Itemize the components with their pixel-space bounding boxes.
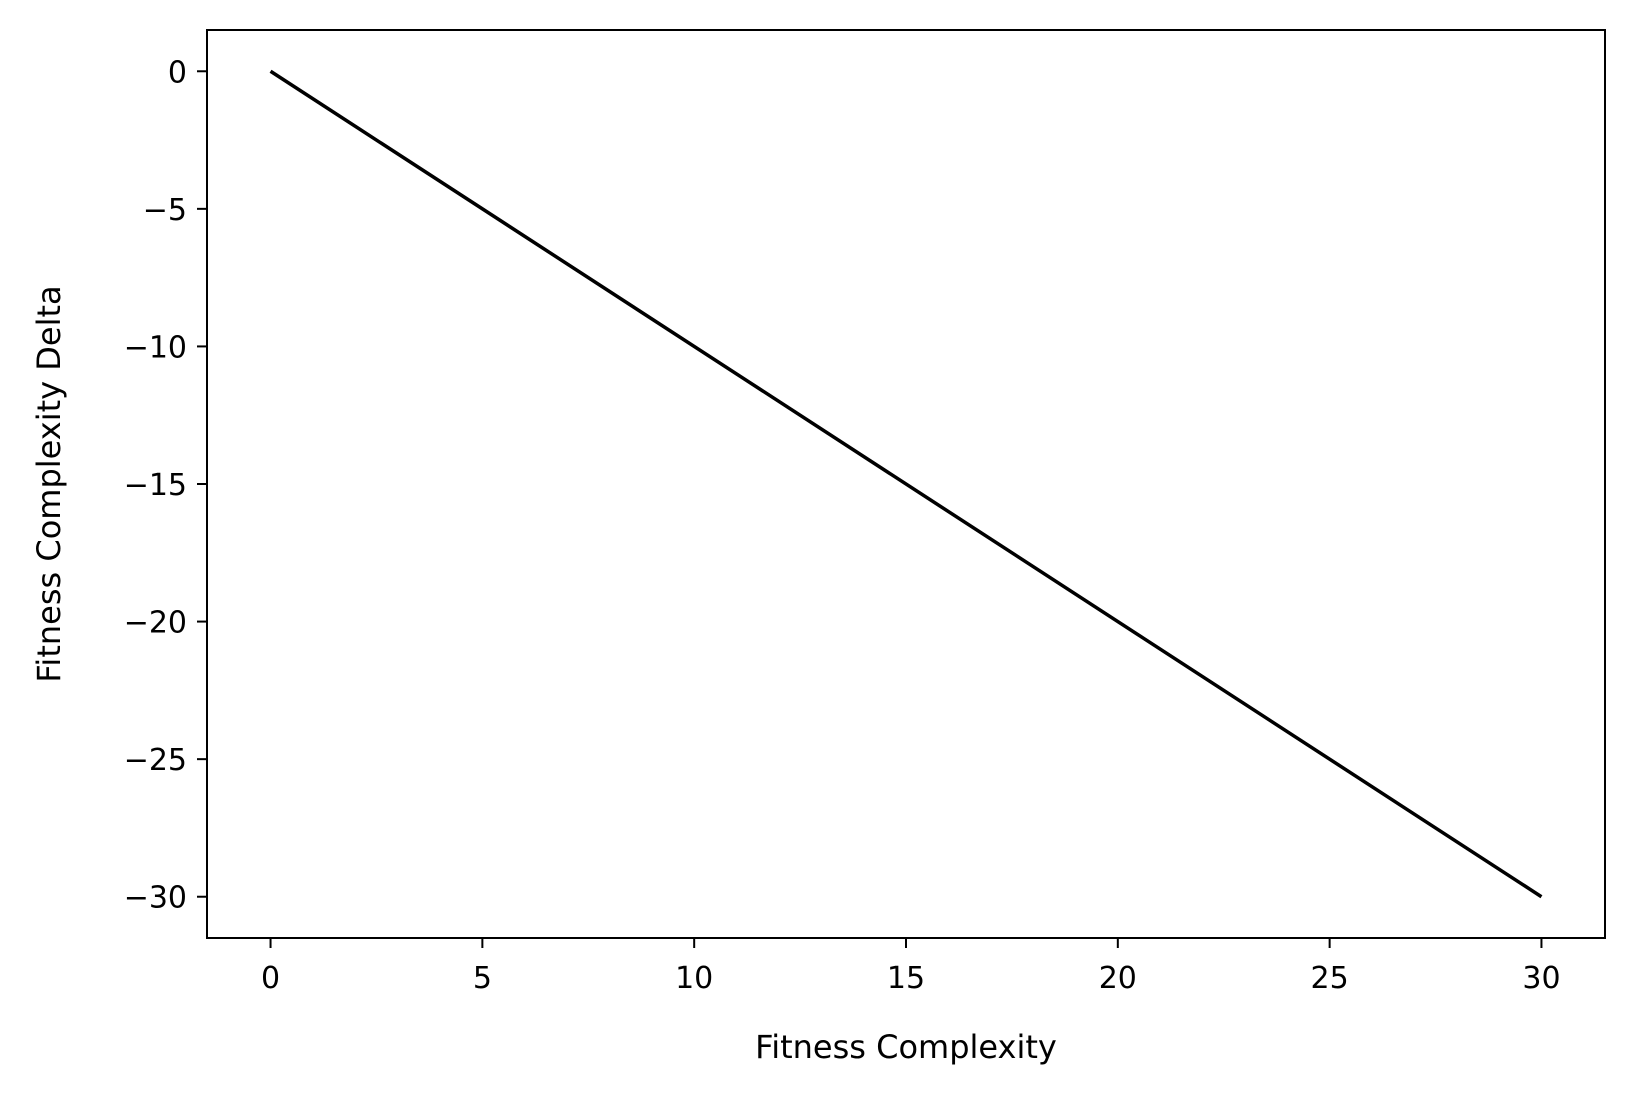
series-layer xyxy=(269,69,1543,899)
y-axis-label: Fitness Complexity Delta xyxy=(30,285,68,682)
y-tick-label: −20 xyxy=(124,606,187,641)
y-tick-label: −10 xyxy=(124,330,187,365)
series-line-0 xyxy=(269,69,1543,899)
x-tick-label: 5 xyxy=(473,961,492,996)
x-tick-label: 30 xyxy=(1522,961,1560,996)
y-tick-label: 0 xyxy=(168,55,187,90)
x-axis-ticks: 0 5 10 15 20 25 30 xyxy=(261,938,1561,996)
x-tick-label: 10 xyxy=(675,961,713,996)
x-axis-label: Fitness Complexity xyxy=(755,1028,1057,1066)
x-tick-label: 25 xyxy=(1311,961,1349,996)
x-tick-label: 15 xyxy=(887,961,925,996)
y-tick-label: −30 xyxy=(124,881,187,916)
y-tick-label: −15 xyxy=(124,468,187,503)
y-axis-ticks: 0 −5 −10 −15 −20 −25 −30 xyxy=(124,55,207,916)
x-tick-label: 20 xyxy=(1099,961,1137,996)
y-tick-label: −25 xyxy=(124,743,187,778)
x-tick-label: 0 xyxy=(261,961,280,996)
y-tick-label: −5 xyxy=(143,193,187,228)
